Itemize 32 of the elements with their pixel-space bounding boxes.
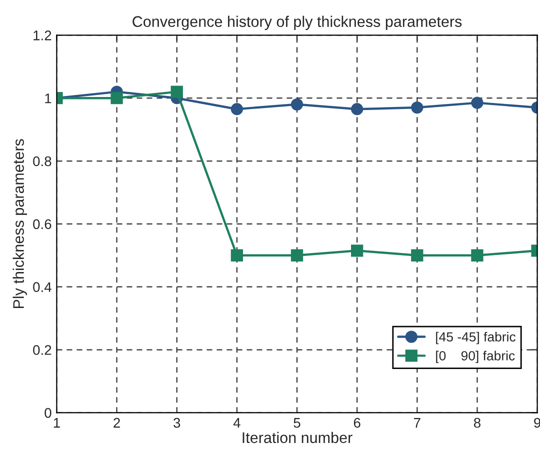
x-tick-label: 4 xyxy=(233,418,240,428)
point xyxy=(230,249,243,262)
y-tick-label: 0.2 xyxy=(33,345,52,355)
point xyxy=(351,103,364,116)
y-tick-label: 0.4 xyxy=(33,282,52,292)
x-tick-label: 2 xyxy=(114,418,120,428)
point xyxy=(290,249,304,262)
x-axis-title: Iteration number xyxy=(242,432,352,444)
point xyxy=(110,92,123,104)
y-tick-label: 1.2 xyxy=(34,30,52,40)
x-tick-label: 3 xyxy=(174,418,180,428)
chart-title: Convergence history of ply thickness parameters xyxy=(132,16,462,30)
x-tick-label: 5 xyxy=(294,418,300,428)
x-tick-label: 1 xyxy=(54,418,60,428)
point xyxy=(170,86,183,98)
y-tick-label: 1 xyxy=(45,94,52,104)
point xyxy=(290,98,304,110)
y-tick-label: 0.8 xyxy=(33,156,52,166)
legend-label: [45 -45] fabric xyxy=(436,332,516,344)
point xyxy=(471,96,484,109)
point xyxy=(230,103,243,116)
point xyxy=(411,249,424,262)
legend-label: [0 90] fabric xyxy=(436,350,515,364)
point xyxy=(351,244,364,257)
y-axis-title: Ply thickness parameters xyxy=(12,139,27,308)
y-tick-label: 0.6 xyxy=(33,219,52,230)
point xyxy=(411,101,424,114)
y-tick-label: 0 xyxy=(44,408,52,418)
x-tick-label: 8 xyxy=(474,418,480,428)
point xyxy=(471,249,484,262)
x-tick-label: 7 xyxy=(414,418,420,428)
x-tick-label: 6 xyxy=(354,418,360,428)
